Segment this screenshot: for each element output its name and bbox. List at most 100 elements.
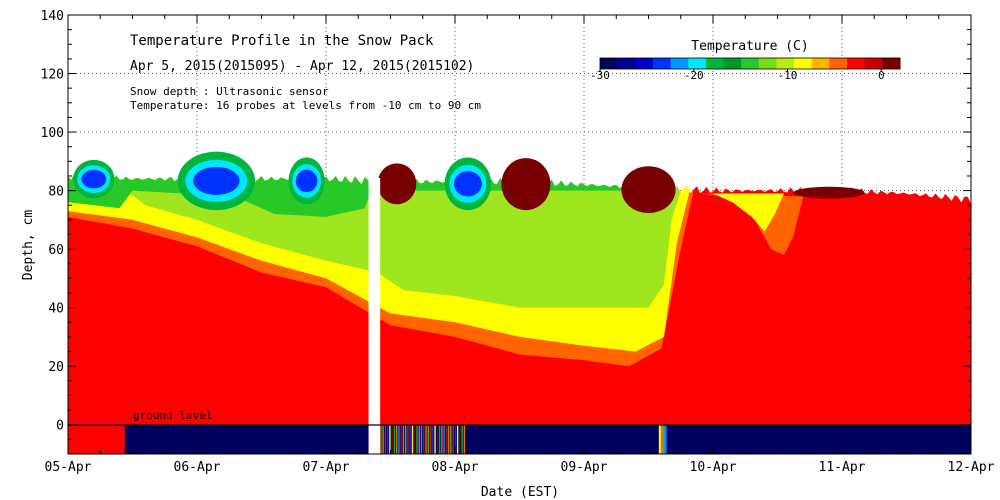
ground-stripe	[407, 424, 409, 454]
colorbar-swatch	[670, 58, 689, 69]
ground-stripe	[423, 424, 425, 454]
chart-subtitle: Apr 5, 2015(2015095) - Apr 12, 2015(2015…	[130, 59, 474, 74]
colorbar-swatch	[600, 58, 618, 69]
ground-stripe	[450, 424, 452, 454]
colorbar-swatch	[794, 58, 813, 69]
ground-stripe	[395, 424, 398, 454]
colorbar-swatch	[847, 58, 866, 69]
colorbar-swatch	[811, 58, 830, 69]
colorbar-tick-label: 0	[878, 69, 885, 82]
warm-pocket	[621, 166, 676, 214]
x-tick-label: 06-Apr	[174, 460, 221, 475]
colorbar-tick-label: -30	[590, 69, 610, 82]
colorbar-swatch	[882, 58, 901, 69]
ground-stripe	[456, 424, 459, 454]
ground-stripe	[409, 424, 411, 454]
ground-stripe	[386, 424, 389, 454]
ground-stripe	[405, 424, 407, 454]
ground-stripe	[454, 424, 457, 454]
warm-pocket	[377, 163, 417, 205]
ground-stripe	[400, 424, 402, 454]
colorbar-swatch	[864, 58, 883, 69]
colorbar-tick-label: -10	[778, 69, 798, 82]
colorbar-swatch	[829, 58, 848, 69]
warm-pocket	[501, 158, 551, 211]
colorbar-swatch	[705, 58, 724, 69]
cold-pocket	[193, 166, 240, 195]
cold-pocket	[81, 169, 107, 189]
y-tick-label: 20	[48, 360, 64, 375]
ground-stripe	[389, 424, 391, 454]
y-tick-label: 140	[41, 9, 64, 24]
ground-cold	[68, 424, 971, 454]
ground-level-label: ground level	[133, 409, 212, 422]
ground-stripe	[459, 424, 461, 454]
ground-stripe	[434, 424, 436, 454]
colorbar-frame	[599, 57, 901, 70]
x-tick-label: 10-Apr	[690, 460, 737, 475]
ground-warm	[68, 424, 125, 454]
y-tick-label: 120	[41, 68, 64, 83]
x-tick-label: 08-Apr	[432, 460, 479, 475]
y-tick-label: 80	[48, 185, 64, 200]
x-tick-label: 05-Apr	[45, 460, 92, 475]
ground-stripe	[662, 424, 666, 454]
ground-stripe	[438, 424, 441, 454]
x-axis-label: Date (EST)	[481, 485, 559, 500]
y-axis-label: Depth, cm	[21, 210, 36, 281]
ground-stripe	[427, 424, 429, 454]
ground-stripe	[416, 424, 418, 454]
colorbar	[599, 57, 901, 70]
ground-strip	[68, 424, 971, 454]
x-tick-label: 11-Apr	[819, 460, 866, 475]
x-tick-labels: 05-Apr 06-Apr 07-Apr 08-Apr 09-Apr 10-Apr 11-A…	[45, 460, 995, 475]
temperature-heatmap	[68, 172, 971, 425]
ground-stripe	[463, 424, 466, 454]
colorbar-swatch	[723, 58, 742, 69]
note-probes: Temperature: 16 probes at levels from -1…	[130, 99, 481, 112]
x-tick-label: 12-Apr	[948, 460, 995, 475]
y-tick-label: 40	[48, 302, 64, 317]
ground-stripe	[411, 424, 414, 454]
colorbar-tick-label: -20	[684, 69, 704, 82]
colorbar-swatch	[617, 58, 636, 69]
cold-pocket	[453, 171, 482, 197]
band-warm-lobe	[700, 193, 804, 255]
ground-stripe	[443, 424, 445, 454]
warm-pocket	[793, 186, 865, 199]
colorbar-swatch	[758, 58, 777, 69]
y-tick-label: 60	[48, 243, 64, 258]
ground-stripe	[441, 424, 443, 454]
ground-stripe	[402, 424, 405, 454]
note-snow-depth: Snow depth : Ultrasonic sensor	[130, 85, 329, 98]
axis-ticks	[67, 14, 972, 455]
missing-data-gap	[368, 178, 381, 425]
ground-stripe	[447, 424, 450, 454]
colorbar-swatch	[741, 58, 760, 69]
colorbar-swatch	[652, 58, 671, 69]
ground-stripe	[393, 424, 396, 454]
ground-stripe	[429, 424, 432, 454]
band-warm-lobe-inner	[713, 193, 784, 232]
ground-stripe	[445, 424, 448, 454]
ground-stripe	[452, 424, 454, 454]
y-tick-label: 0	[56, 419, 64, 434]
ground-stripe	[380, 424, 382, 454]
ground-stripe	[414, 424, 416, 454]
ground-gap	[368, 424, 381, 454]
colorbar-ticks: -30 -20 -10 0	[590, 69, 885, 82]
y-tick-label: 100	[41, 126, 64, 141]
cold-pocket	[295, 169, 318, 193]
chart-title: Temperature Profile in the Snow Pack	[130, 33, 434, 49]
ground-stripe	[425, 424, 427, 454]
ground-stripe	[436, 424, 439, 454]
ground-stripe	[391, 424, 393, 454]
ground-stripe	[660, 424, 664, 454]
ground-stripe	[663, 424, 667, 454]
ground-stripe	[418, 424, 420, 454]
ground-stripe	[432, 424, 434, 454]
ground-stripe	[398, 424, 400, 454]
ground-stripe	[658, 424, 662, 454]
surface-pockets	[73, 151, 865, 214]
